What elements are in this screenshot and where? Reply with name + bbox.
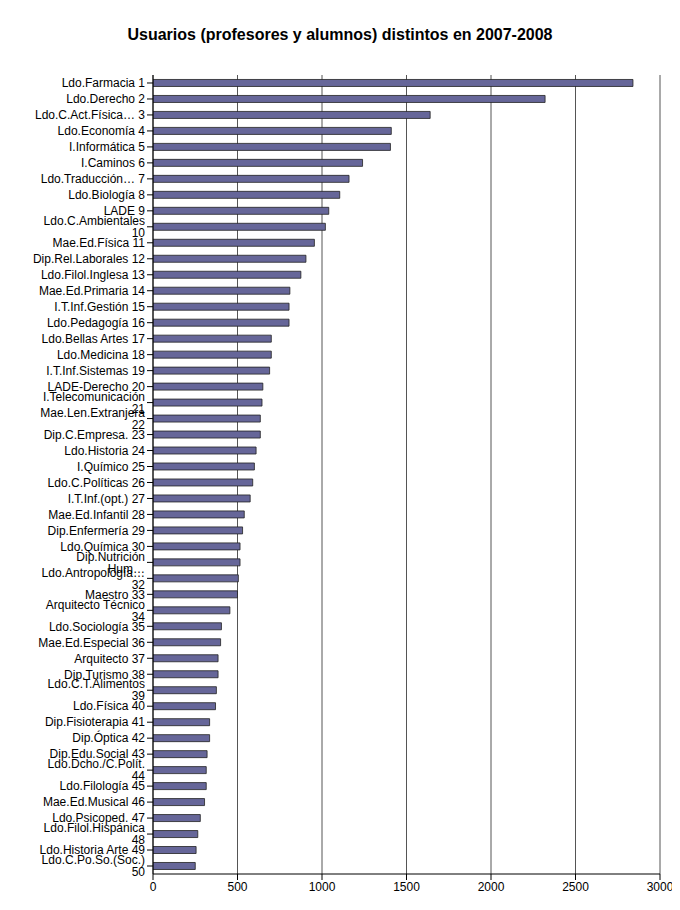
svg-text:Ldo.Filol.Inglesa 13: Ldo.Filol.Inglesa 13 [41, 268, 145, 282]
svg-text:Mae.Ed.Primaria 14: Mae.Ed.Primaria 14 [39, 284, 145, 298]
svg-text:I.Químico 25: I.Químico 25 [77, 460, 145, 474]
svg-text:Arquitecto 37: Arquitecto 37 [74, 652, 145, 666]
svg-text:Ldo.Física 40: Ldo.Física 40 [73, 699, 145, 713]
svg-text:Dip.C.Empresa. 23: Dip.C.Empresa. 23 [44, 428, 146, 442]
svg-text:Mae.Ed.Especial 36: Mae.Ed.Especial 36 [38, 636, 145, 650]
svg-text:Ldo.C.Po.So.(Soc.)50: Ldo.C.Po.So.(Soc.)50 [42, 853, 146, 879]
svg-text:2500: 2500 [562, 880, 589, 894]
svg-text:I.Informática 5: I.Informática 5 [69, 140, 145, 154]
svg-text:Ldo.Historia 24: Ldo.Historia 24 [64, 444, 145, 458]
svg-text:Ldo.Bellas Artes 17: Ldo.Bellas Artes 17 [42, 332, 146, 346]
svg-text:I.Caminos 6: I.Caminos 6 [81, 156, 145, 170]
svg-text:Ldo.Biología 8: Ldo.Biología 8 [68, 188, 145, 202]
svg-text:Ldo.Economía 4: Ldo.Economía 4 [58, 124, 146, 138]
svg-text:1500: 1500 [393, 880, 420, 894]
svg-text:500: 500 [227, 880, 247, 894]
svg-text:Dip.Óptica 42: Dip.Óptica 42 [72, 730, 145, 745]
svg-text:Ldo.Derecho 2: Ldo.Derecho 2 [66, 92, 145, 106]
svg-text:Ldo.C.Políticas 26: Ldo.C.Políticas 26 [48, 476, 146, 490]
svg-text:1000: 1000 [309, 880, 336, 894]
svg-text:Mae.Ed.Infantil 28: Mae.Ed.Infantil 28 [48, 508, 145, 522]
svg-text:Ldo.Filología 45: Ldo.Filología 45 [60, 779, 146, 793]
svg-text:I.T.Inf.(opt.) 27: I.T.Inf.(opt.) 27 [68, 492, 146, 506]
svg-text:0: 0 [150, 880, 157, 894]
svg-text:Dip.Enfermería 29: Dip.Enfermería 29 [48, 524, 146, 538]
svg-text:Ldo.Sociología 35: Ldo.Sociología 35 [49, 620, 145, 634]
svg-text:Ldo.Medicina 18: Ldo.Medicina 18 [57, 348, 145, 362]
svg-text:2000: 2000 [478, 880, 505, 894]
svg-text:I.T.Inf.Gestión 15: I.T.Inf.Gestión 15 [54, 300, 145, 314]
svg-text:Ldo.C.Act.Física… 3: Ldo.C.Act.Física… 3 [35, 108, 145, 122]
svg-text:Ldo.Pedagogía 16: Ldo.Pedagogía 16 [47, 316, 145, 330]
svg-text:Mae.Ed.Musical 46: Mae.Ed.Musical 46 [43, 795, 145, 809]
svg-text:I.T.Inf.Sistemas 19: I.T.Inf.Sistemas 19 [46, 364, 145, 378]
svg-text:3000: 3000 [647, 880, 672, 894]
svg-text:Ldo.Farmacia 1: Ldo.Farmacia 1 [62, 76, 146, 90]
svg-text:Dip.Rel.Laborales 12: Dip.Rel.Laborales 12 [33, 252, 145, 266]
svg-text:Dip.Fisioterapia 41: Dip.Fisioterapia 41 [45, 715, 145, 729]
svg-text:Mae.Ed.Física 11: Mae.Ed.Física 11 [53, 236, 146, 250]
svg-text:Ldo.Traducción… 7: Ldo.Traducción… 7 [41, 172, 146, 186]
